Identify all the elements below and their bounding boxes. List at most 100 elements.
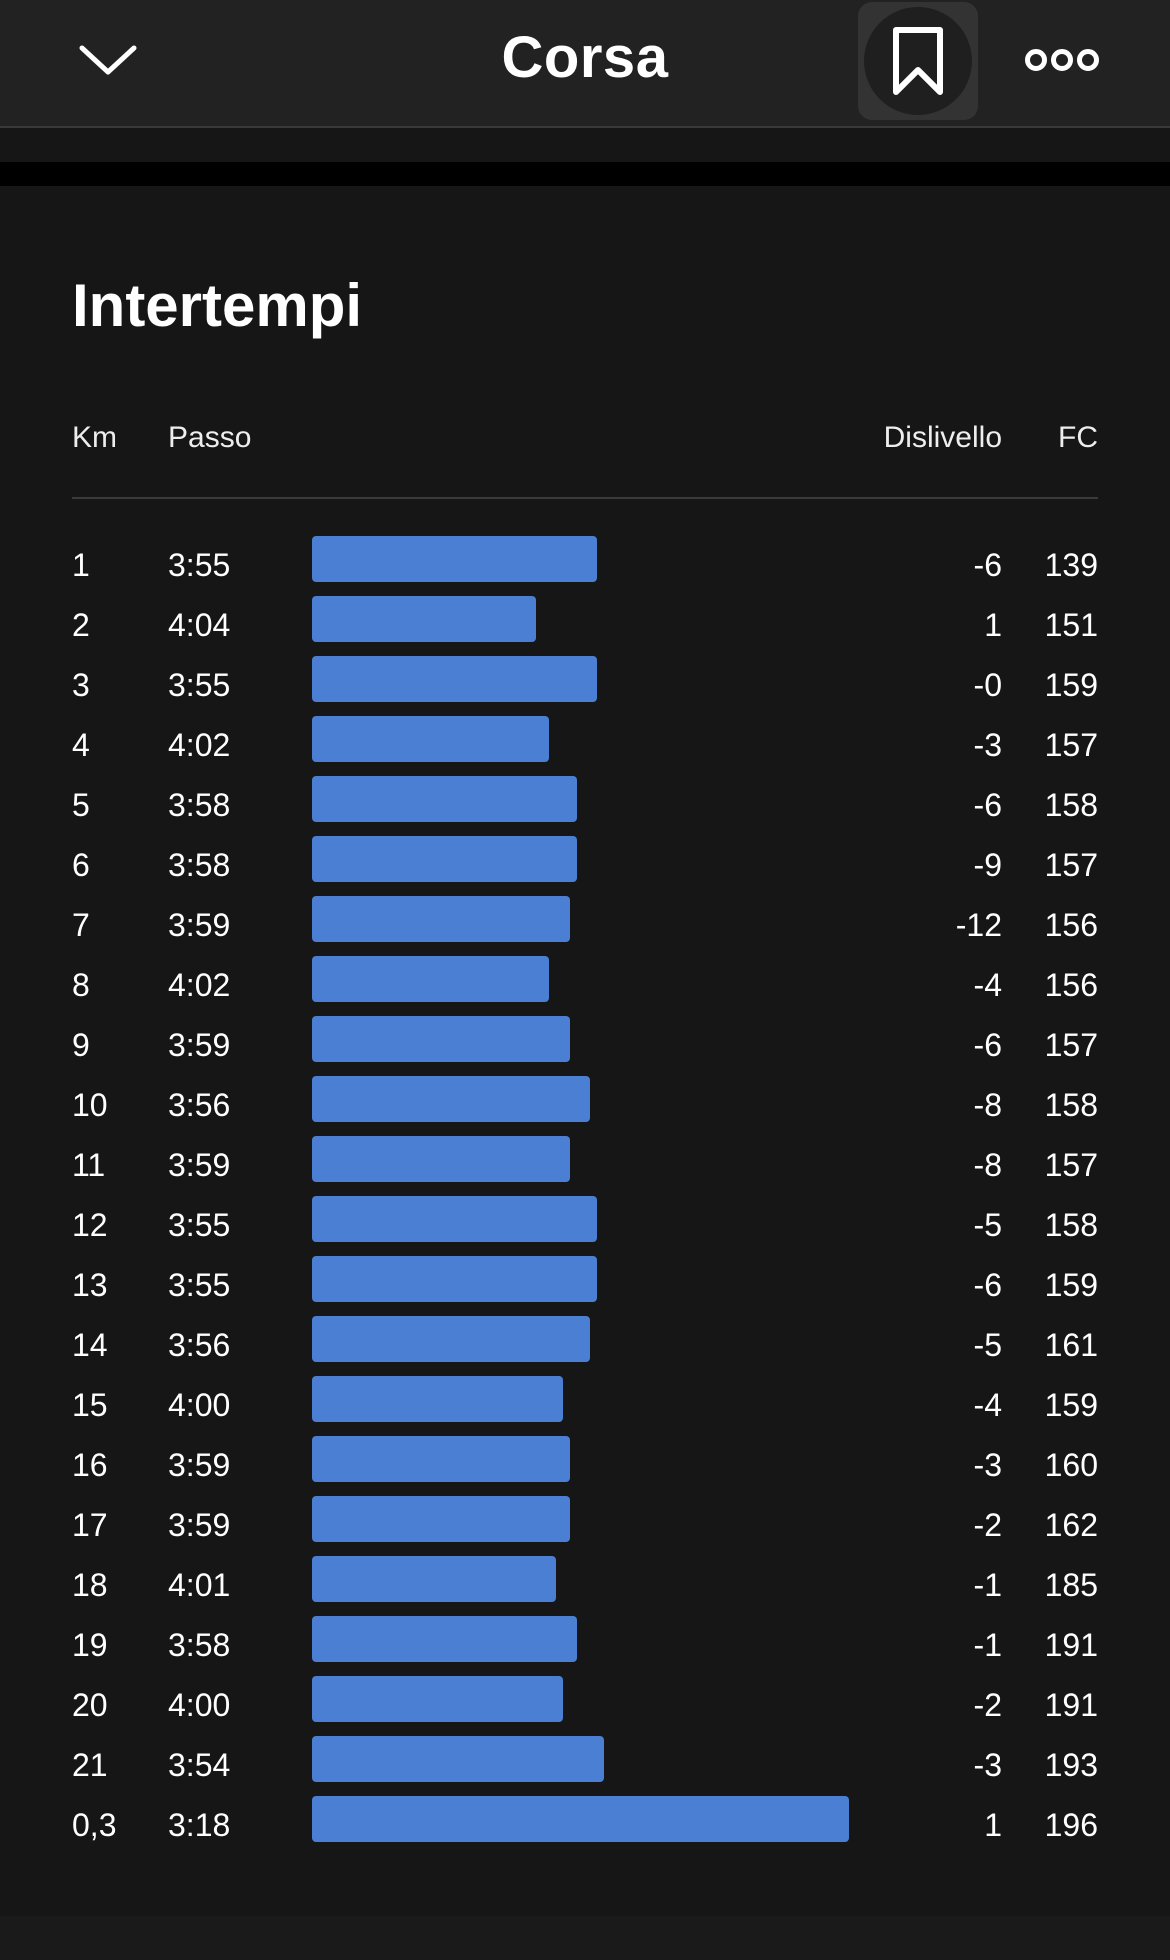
split-pace-bar: [312, 1556, 557, 1602]
split-km: 15: [72, 1387, 108, 1423]
split-heart-rate: 159: [1044, 1387, 1098, 1423]
split-pace-bar: [312, 836, 577, 882]
chevron-down-icon: [79, 45, 137, 75]
split-pace: 3:59: [168, 1447, 231, 1483]
split-row: 6 3:58 -9 157: [0, 835, 1170, 895]
split-heart-rate: 161: [1044, 1327, 1098, 1363]
split-elevation: -6: [973, 1027, 1002, 1063]
split-row: 12 3:55 -5 158: [0, 1195, 1170, 1255]
split-heart-rate: 159: [1044, 1267, 1098, 1303]
split-heart-rate: 151: [1044, 607, 1098, 643]
split-pace-bar: [312, 776, 577, 822]
bookmark-icon: [893, 27, 943, 95]
section-spacer: [0, 128, 1170, 162]
column-header-heart-rate: FC: [1058, 421, 1098, 454]
split-row: 8 4:02 -4 156: [0, 955, 1170, 1015]
split-heart-rate: 157: [1044, 1147, 1098, 1183]
split-heart-rate: 156: [1044, 967, 1098, 1003]
split-pace-bar: [312, 1196, 597, 1242]
split-km: 13: [72, 1267, 108, 1303]
split-row: 19 3:58 -1 191: [0, 1615, 1170, 1675]
split-row: 17 3:59 -2 162: [0, 1495, 1170, 1555]
split-elevation: -8: [973, 1087, 1002, 1123]
split-km: 20: [72, 1687, 108, 1723]
bottom-section-edge: [0, 1916, 1170, 1960]
split-km: 7: [72, 907, 90, 943]
split-pace-bar: [312, 1076, 591, 1122]
split-km: 1: [72, 547, 90, 583]
bookmark-button-circle: [864, 7, 972, 115]
split-km: 16: [72, 1447, 108, 1483]
split-pace-bar: [312, 1616, 577, 1662]
split-pace: 3:55: [168, 1207, 231, 1243]
split-pace: 3:56: [168, 1087, 231, 1123]
split-elevation: 1: [984, 607, 1002, 643]
split-elevation: -5: [973, 1327, 1002, 1363]
split-pace-bar: [312, 1316, 591, 1362]
more-options-button[interactable]: [1012, 20, 1112, 100]
split-pace-bar: [312, 1736, 604, 1782]
split-pace-bar: [312, 1016, 570, 1062]
split-elevation: -12: [955, 907, 1002, 943]
split-row: 9 3:59 -6 157: [0, 1015, 1170, 1075]
back-button[interactable]: [60, 20, 156, 100]
split-heart-rate: 191: [1044, 1627, 1098, 1663]
bookmark-button[interactable]: [858, 2, 978, 120]
split-heart-rate: 158: [1044, 787, 1098, 823]
split-heart-rate: 158: [1044, 1087, 1098, 1123]
split-heart-rate: 157: [1044, 1027, 1098, 1063]
split-row: 16 3:59 -3 160: [0, 1435, 1170, 1495]
split-km: 2: [72, 607, 90, 643]
split-km: 19: [72, 1627, 108, 1663]
split-row: 13 3:55 -6 159: [0, 1255, 1170, 1315]
split-km: 3: [72, 667, 90, 703]
split-row: 14 3:56 -5 161: [0, 1315, 1170, 1375]
split-pace-bar: [312, 1796, 849, 1842]
split-pace: 4:01: [168, 1567, 231, 1603]
split-heart-rate: 157: [1044, 847, 1098, 883]
split-elevation: -4: [973, 967, 1002, 1003]
split-pace-bar: [312, 716, 550, 762]
split-elevation: 1: [984, 1807, 1002, 1843]
splits-card: Intertempi Km Passo Dislivello FC 1 3:55 -…: [0, 186, 1170, 1916]
split-heart-rate: 159: [1044, 667, 1098, 703]
column-header-pace: Passo: [168, 421, 252, 454]
split-heart-rate: 191: [1044, 1687, 1098, 1723]
split-pace-bar: [312, 656, 597, 702]
split-row: 7 3:59 -12 156: [0, 895, 1170, 955]
split-heart-rate: 139: [1044, 547, 1098, 583]
split-row: 11 3:59 -8 157: [0, 1135, 1170, 1195]
split-pace: 3:55: [168, 1267, 231, 1303]
split-km: 9: [72, 1027, 90, 1063]
split-row: 0,3 3:18 1 196: [0, 1795, 1170, 1855]
splits-list: 1 3:55 -6 139 2 4:04 1 151 3 3:55 -0 159 4 4:02 -3 157 5…: [0, 535, 1170, 1855]
split-elevation: -0: [973, 667, 1002, 703]
more-icon: [1025, 49, 1099, 71]
split-pace: 3:58: [168, 1627, 231, 1663]
split-pace-bar: [312, 1496, 570, 1542]
split-km: 6: [72, 847, 90, 883]
split-pace: 3:54: [168, 1747, 231, 1783]
split-pace: 3:55: [168, 667, 231, 703]
split-km: 0,3: [72, 1807, 117, 1843]
split-row: 15 4:00 -4 159: [0, 1375, 1170, 1435]
split-row: 2 4:04 1 151: [0, 595, 1170, 655]
split-pace: 3:58: [168, 847, 231, 883]
split-pace: 4:02: [168, 967, 231, 1003]
split-elevation: -1: [973, 1567, 1002, 1603]
split-pace: 3:55: [168, 547, 231, 583]
split-heart-rate: 193: [1044, 1747, 1098, 1783]
split-km: 10: [72, 1087, 108, 1123]
split-elevation: -1: [973, 1627, 1002, 1663]
split-pace: 3:58: [168, 787, 231, 823]
split-km: 14: [72, 1327, 108, 1363]
split-pace: 4:00: [168, 1387, 231, 1423]
split-pace: 3:18: [168, 1807, 231, 1843]
split-pace-bar: [312, 1436, 570, 1482]
column-header-km: Km: [72, 421, 117, 454]
split-row: 20 4:00 -2 191: [0, 1675, 1170, 1735]
split-pace: 3:59: [168, 1507, 231, 1543]
split-heart-rate: 156: [1044, 907, 1098, 943]
split-row: 18 4:01 -1 185: [0, 1555, 1170, 1615]
split-elevation: -6: [973, 547, 1002, 583]
